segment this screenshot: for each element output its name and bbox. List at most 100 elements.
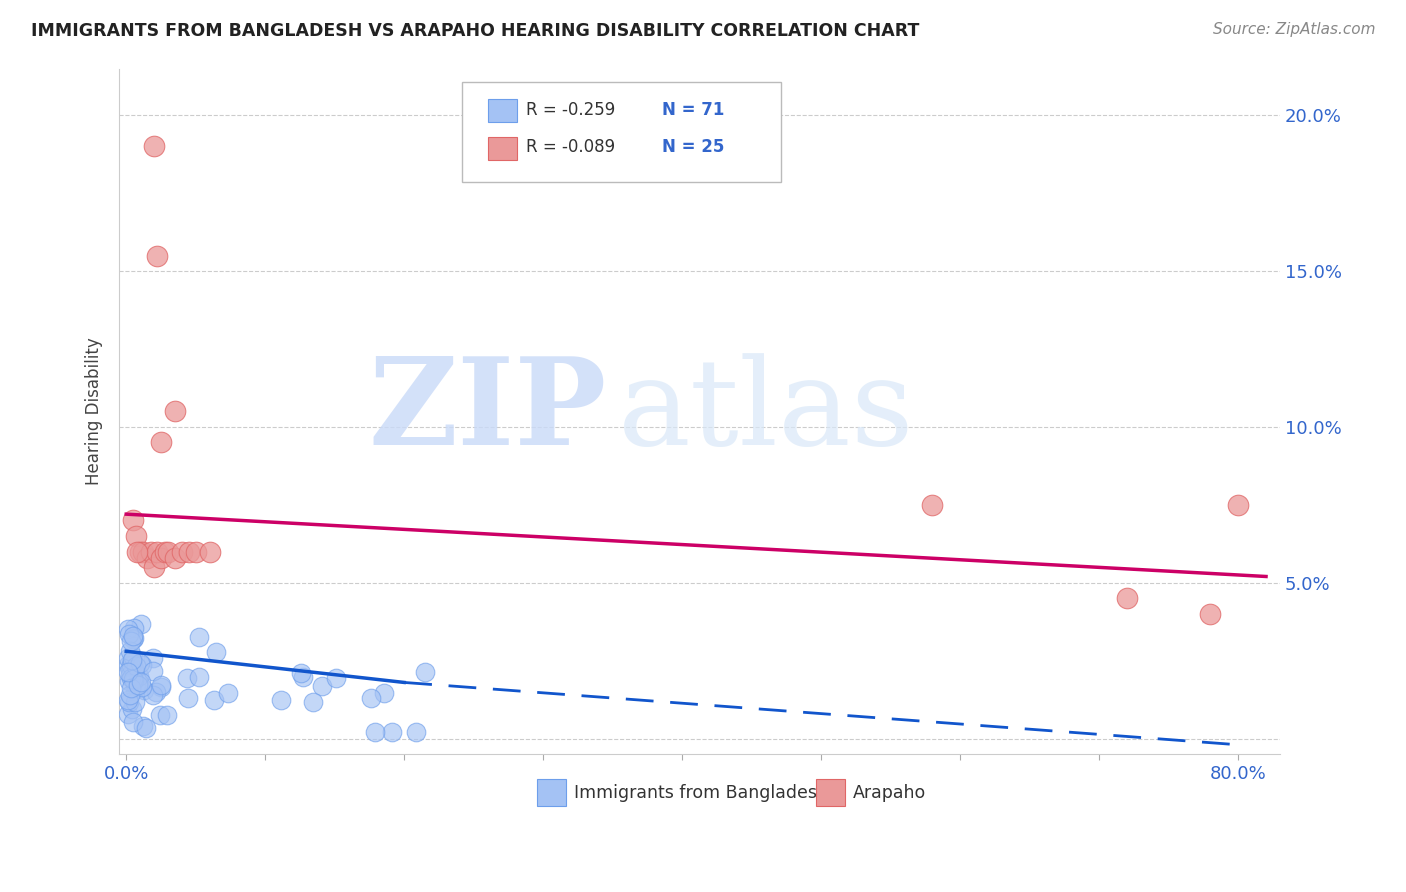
Point (134, 682, 156, 697)
Point (129, 656, 152, 670)
Point (145, 685, 167, 699)
Point (120, 671, 142, 685)
Point (142, 664, 165, 678)
Text: Immigrants from Bangladesh: Immigrants from Bangladesh (574, 783, 828, 802)
Point (122, 513, 145, 527)
Point (187, 630, 209, 644)
Point (360, 690, 382, 705)
Point (146, 544, 169, 558)
Point (118, 627, 141, 641)
Text: R = -0.259: R = -0.259 (526, 101, 614, 119)
Point (122, 662, 145, 676)
Point (120, 634, 142, 648)
Point (184, 544, 207, 558)
Text: IMMIGRANTS FROM BANGLADESH VS ARAPAHO HEARING DISABILITY CORRELATION CHART: IMMIGRANTS FROM BANGLADESH VS ARAPAHO HE… (31, 22, 920, 40)
Point (163, 404, 186, 418)
FancyBboxPatch shape (461, 82, 780, 182)
Point (131, 681, 153, 695)
Point (120, 681, 142, 695)
Point (187, 670, 209, 684)
Point (124, 681, 146, 696)
Point (292, 670, 315, 684)
Point (177, 544, 200, 558)
Point (132, 544, 155, 558)
Point (177, 691, 200, 706)
Point (127, 678, 149, 692)
Text: N = 25: N = 25 (662, 138, 725, 156)
Point (198, 544, 221, 558)
Point (117, 622, 139, 636)
Text: Source: ZipAtlas.com: Source: ZipAtlas.com (1212, 22, 1375, 37)
Point (117, 706, 139, 721)
Point (118, 663, 141, 677)
Point (122, 632, 145, 646)
Point (129, 544, 152, 558)
Point (136, 550, 159, 565)
Point (143, 560, 166, 574)
Point (381, 725, 404, 739)
Point (148, 707, 170, 722)
Point (118, 695, 141, 709)
Point (217, 686, 239, 700)
Point (118, 668, 141, 682)
Point (121, 653, 143, 667)
Point (270, 693, 292, 707)
Bar (537, 780, 567, 805)
Point (128, 668, 150, 682)
Point (163, 550, 186, 565)
Point (311, 679, 333, 693)
Point (127, 544, 149, 558)
Point (125, 529, 148, 543)
Point (117, 665, 139, 679)
Text: Arapaho: Arapaho (853, 783, 927, 802)
Point (146, 248, 169, 262)
Point (117, 651, 139, 665)
Point (149, 550, 172, 565)
Point (117, 693, 139, 707)
Point (149, 680, 172, 694)
Point (325, 671, 347, 685)
Point (124, 695, 146, 709)
Point (122, 714, 145, 729)
Point (122, 620, 145, 634)
Point (129, 616, 152, 631)
Point (120, 658, 142, 673)
Point (153, 544, 176, 558)
Point (124, 631, 146, 645)
FancyBboxPatch shape (488, 99, 517, 122)
Point (176, 671, 198, 685)
Point (118, 689, 141, 703)
Point (170, 544, 193, 558)
Point (290, 665, 312, 680)
Point (202, 693, 225, 707)
Point (132, 719, 155, 733)
Point (156, 707, 179, 722)
Point (1116, 591, 1139, 606)
Point (131, 657, 153, 672)
Text: ZIP: ZIP (368, 352, 607, 470)
Point (125, 680, 148, 694)
Point (373, 686, 395, 700)
Point (118, 673, 141, 688)
Point (117, 658, 139, 673)
Text: N = 71: N = 71 (662, 101, 725, 119)
Point (129, 675, 152, 690)
Point (149, 435, 172, 450)
Point (921, 498, 943, 512)
Point (121, 657, 143, 672)
Point (141, 544, 163, 558)
Y-axis label: Hearing Disability: Hearing Disability (86, 337, 103, 485)
Point (405, 725, 427, 739)
Point (1199, 607, 1222, 621)
Point (364, 725, 387, 739)
Point (128, 674, 150, 689)
Point (142, 689, 165, 703)
Point (142, 651, 165, 665)
Point (205, 645, 228, 659)
Point (122, 673, 145, 687)
Point (143, 139, 166, 153)
Point (1227, 498, 1250, 512)
Point (149, 678, 172, 692)
Point (122, 630, 145, 644)
Point (135, 721, 157, 735)
